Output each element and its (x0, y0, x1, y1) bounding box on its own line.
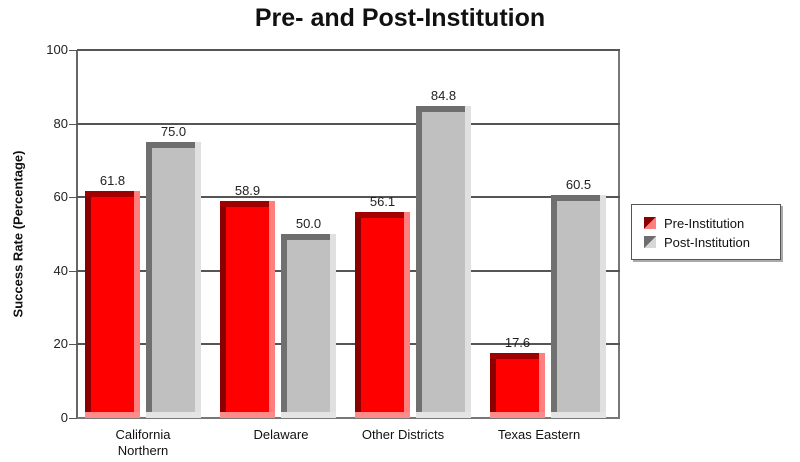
y-tick (69, 344, 77, 346)
value-label: 61.8 (99, 172, 126, 188)
x-category-label: California Northern (115, 427, 171, 458)
legend: Pre-Institution Post-Institution (631, 204, 781, 260)
legend-item-pre: Pre-Institution (644, 215, 744, 231)
value-label: 58.9 (234, 183, 261, 199)
pre-institution-swatch-icon (644, 217, 656, 229)
x-axis-line (77, 417, 620, 419)
x-category-label: Other Districts (361, 427, 445, 442)
y-tick-label: 80 (53, 115, 68, 131)
post-institution-bar (416, 105, 471, 418)
legend-label-pre: Pre-Institution (664, 215, 745, 231)
value-label: 75.0 (160, 124, 187, 139)
legend-label-post: Post-Institution (664, 234, 750, 250)
post-institution-swatch-icon (644, 236, 656, 248)
pre-institution-bar (355, 211, 410, 418)
gridline (77, 269, 620, 272)
y-tick (69, 270, 77, 272)
plot-right-border (618, 50, 620, 419)
y-tick (69, 197, 77, 199)
gridline (77, 343, 620, 346)
pre-institution-bar (85, 190, 140, 418)
y-tick-label: 100 (46, 42, 68, 57)
plot-area: 0 20 40 60 80 100 61.8 75.0 58.9 50.0 56.1 84.8 17.6… (46, 42, 620, 425)
x-category-label: Delaware (253, 427, 309, 442)
value-label: 60.5 (565, 177, 592, 193)
gridline (77, 196, 620, 199)
post-institution-bar (551, 195, 606, 418)
y-axis-line (76, 50, 78, 419)
value-label: 50.0 (295, 216, 322, 231)
y-tick-label: 20 (53, 336, 68, 352)
x-category-label: Texas Eastern (497, 427, 581, 442)
value-label: 56.1 (369, 193, 396, 209)
value-label: 84.8 (430, 87, 457, 103)
pre-institution-bar (220, 201, 275, 418)
y-tick (69, 418, 77, 419)
chart-title: Pre- and Post-Institution (254, 4, 546, 32)
y-tick (69, 123, 77, 125)
y-tick-label: 40 (53, 262, 68, 278)
legend-item-post: Post-Institution (644, 234, 750, 250)
y-tick-label: 0 (60, 410, 68, 425)
gridline (77, 122, 620, 125)
post-institution-bar (281, 234, 336, 418)
value-label: 17.6 (504, 335, 531, 351)
y-tick (69, 50, 77, 51)
y-axis-label: Success Rate (Percentage) (10, 150, 26, 318)
y-tick-label: 60 (53, 189, 68, 205)
gridline (77, 49, 620, 51)
post-institution-bar (146, 142, 201, 418)
pre-institution-bar (490, 353, 545, 418)
